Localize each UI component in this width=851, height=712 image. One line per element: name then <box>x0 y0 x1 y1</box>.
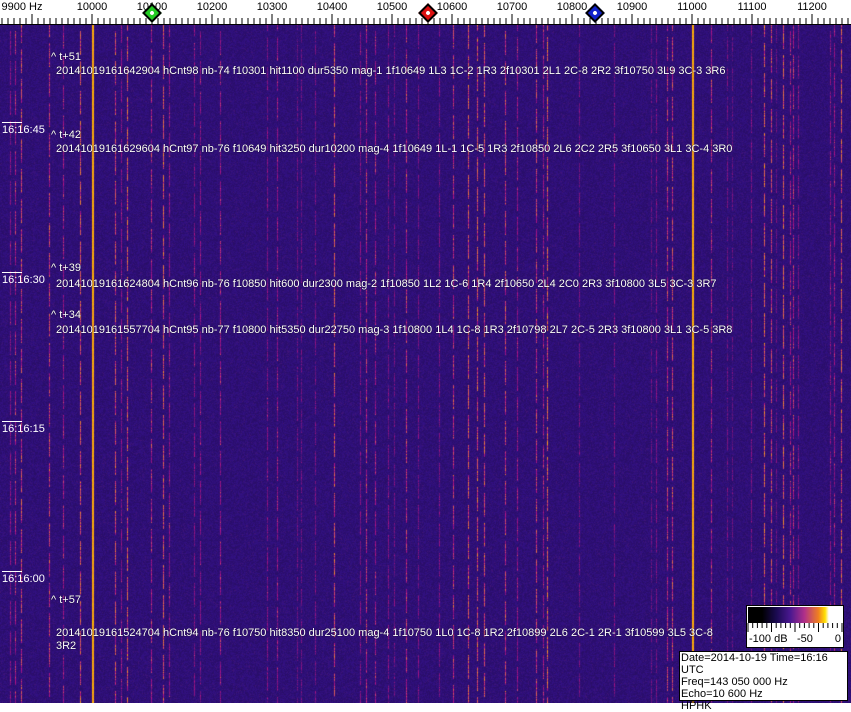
detection-offset: ^ t+39 <box>51 262 81 274</box>
frequency-label: 10800 <box>556 1 588 13</box>
waterfall-spectrogram[interactable] <box>0 25 851 703</box>
frequency-label: 11100 <box>737 1 767 13</box>
detection-record: 20141019161557704 hCnt95 nb-77 f10800 hi… <box>56 324 733 336</box>
time-label: 16:16:30 <box>2 272 45 286</box>
frequency-label: 10300 <box>256 1 288 13</box>
detection-offset: ^ t+57 <box>51 594 81 606</box>
frequency-label: 10200 <box>196 1 228 13</box>
info-date-time: Date=2014-10-19 Time=16:16 UTC <box>681 652 828 676</box>
detection-record: 20141019161629604 hCnt97 nb-76 f10649 hi… <box>56 143 733 155</box>
frequency-axis: 9900 Hz100001010010200103001040010500106… <box>0 0 851 25</box>
detection-offset: ^ t+34 <box>51 309 81 321</box>
time-label: 16:16:00 <box>2 571 45 585</box>
time-label: 16:16:45 <box>2 122 45 136</box>
info-echo: Echo=10 600 Hz <box>681 688 763 700</box>
frequency-label: 10700 <box>496 1 528 13</box>
frequency-label: 10400 <box>316 1 348 13</box>
detection-offset: ^ t+42 <box>51 129 81 141</box>
info-frequency: Freq=143 050 000 Hz <box>681 676 788 688</box>
time-label: 16:16:15 <box>2 421 45 435</box>
frequency-label: 10500 <box>376 1 408 13</box>
frequency-label: 10600 <box>436 1 468 13</box>
color-scale-mid: -50 <box>797 633 813 645</box>
detection-record: 20141019161624804 hCnt96 nb-76 f10850 hi… <box>56 278 717 290</box>
color-scale-ticks <box>747 623 843 632</box>
frequency-label: 11000 <box>677 1 707 13</box>
info-box: Date=2014-10-19 Time=16:16 UTC Freq=143 … <box>679 651 848 712</box>
color-gradient <box>748 607 842 623</box>
info-station: HPHK <box>681 700 712 712</box>
color-scale-max: 0 <box>834 633 841 645</box>
detection-offset: ^ t+51 <box>51 51 81 63</box>
detection-record: 20141019161524704 hCnt94 nb-76 f10750 hi… <box>56 627 713 652</box>
detection-record: 20141019161642904 hCnt98 nb-74 f10301 hi… <box>56 65 726 77</box>
frequency-label: 11200 <box>797 1 827 13</box>
color-scale-legend: -100 dB -50 0 <box>746 605 844 648</box>
frequency-label: 10900 <box>616 1 648 13</box>
frequency-label: 9900 Hz <box>1 1 43 13</box>
frequency-ticks <box>0 14 851 25</box>
color-scale-min: -100 dB <box>749 633 788 645</box>
frequency-label: 10000 <box>76 1 108 13</box>
